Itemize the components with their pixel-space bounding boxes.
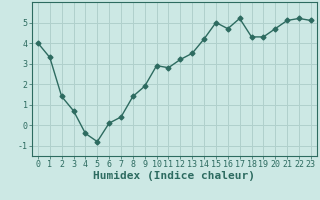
X-axis label: Humidex (Indice chaleur): Humidex (Indice chaleur)	[93, 171, 255, 181]
